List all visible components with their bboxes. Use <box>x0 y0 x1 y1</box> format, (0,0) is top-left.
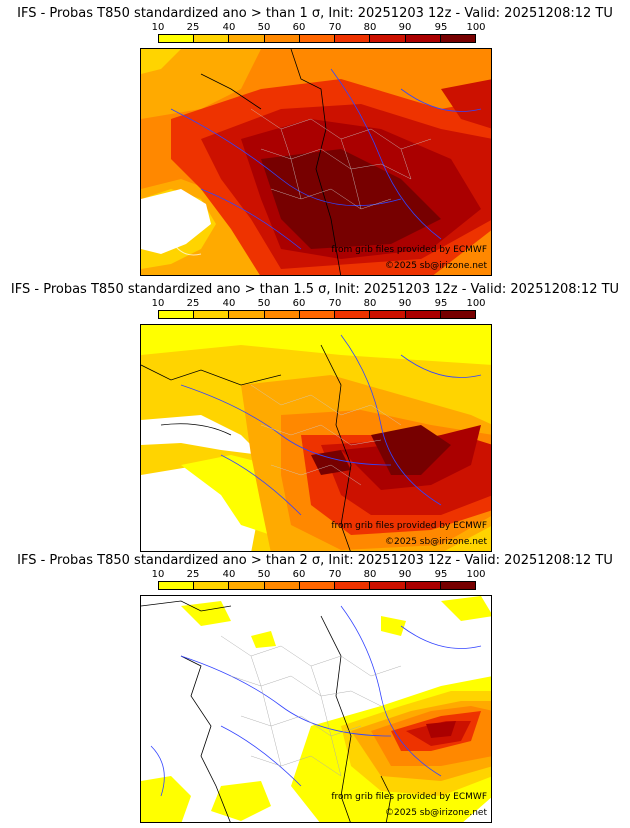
colorbar-swatch <box>299 582 336 589</box>
colorbar-tick: 80 <box>363 298 377 309</box>
credit-source: from grib files provided by ECMWF <box>331 521 487 531</box>
colorbar-tick: 80 <box>363 22 377 33</box>
colorbar <box>158 581 476 590</box>
colorbar-swatch <box>440 311 475 318</box>
colorbar-swatch <box>264 311 300 318</box>
colorbar-tick: 50 <box>257 22 271 33</box>
colorbar-swatch <box>370 311 406 318</box>
probability-map: from grib files provided by ECMWF ©2025 … <box>140 48 492 276</box>
colorbar-tick: 95 <box>434 298 448 309</box>
colorbar-swatch <box>405 582 441 589</box>
colorbar-swatch <box>194 582 230 589</box>
colorbar-tick: 70 <box>328 22 342 33</box>
colorbar-swatch <box>159 35 195 42</box>
colorbar-tick: 10 <box>151 22 165 33</box>
colorbar-tick: 50 <box>257 298 271 309</box>
colorbar-swatch <box>159 582 195 589</box>
colorbar-tick-labels: 10 25 40 50 60 70 80 90 95 100 <box>151 569 486 581</box>
colorbar-tick: 60 <box>292 298 306 309</box>
colorbar-swatch <box>264 35 300 42</box>
colorbar-tick: 95 <box>434 569 448 580</box>
map-field <box>141 325 491 551</box>
colorbar <box>158 34 476 43</box>
colorbar-tick: 10 <box>151 569 165 580</box>
colorbar-tick: 100 <box>466 569 486 580</box>
colorbar-tick: 90 <box>398 298 412 309</box>
colorbar-swatch <box>299 311 336 318</box>
colorbar-tick: 40 <box>222 22 236 33</box>
colorbar-tick: 25 <box>186 569 200 580</box>
colorbar-tick: 40 <box>222 569 236 580</box>
colorbar-tick: 80 <box>363 569 377 580</box>
colorbar-tick: 25 <box>186 22 200 33</box>
colorbar-tick: 10 <box>151 298 165 309</box>
credit-copyright: ©2025 sb@irizone.net <box>385 808 487 818</box>
colorbar-tick: 60 <box>292 22 306 33</box>
colorbar-tick: 70 <box>328 298 342 309</box>
credit-source: from grib files provided by ECMWF <box>331 245 487 255</box>
colorbar-swatch <box>229 35 265 42</box>
colorbar-tick: 70 <box>328 569 342 580</box>
probability-map: from grib files provided by ECMWF ©2025 … <box>140 324 492 552</box>
map-panel-1sigma: IFS - Probas T850 standardized ano > tha… <box>0 0 630 276</box>
colorbar-tick: 60 <box>292 569 306 580</box>
colorbar-swatch <box>370 582 406 589</box>
map-field <box>141 596 491 822</box>
map-panel-1.5sigma: IFS - Probas T850 standardized ano > tha… <box>0 276 630 552</box>
colorbar-tick-labels: 10 25 40 50 60 70 80 90 95 100 <box>151 298 486 310</box>
colorbar-tick: 95 <box>434 22 448 33</box>
colorbar-tick: 40 <box>222 298 236 309</box>
colorbar-tick: 90 <box>398 22 412 33</box>
colorbar-tick: 100 <box>466 22 486 33</box>
probability-map: from grib files provided by ECMWF ©2025 … <box>140 595 492 823</box>
colorbar-tick-labels: 10 25 40 50 60 70 80 90 95 100 <box>151 22 486 34</box>
credit-copyright: ©2025 sb@irizone.net <box>385 261 487 271</box>
colorbar-swatch <box>335 35 371 42</box>
colorbar-swatch <box>194 35 230 42</box>
colorbar-swatch <box>440 582 475 589</box>
colorbar-swatch <box>159 311 195 318</box>
colorbar-swatch <box>405 311 441 318</box>
colorbar-tick: 50 <box>257 569 271 580</box>
colorbar-swatch <box>229 311 265 318</box>
panel-title: IFS - Probas T850 standardized ano > tha… <box>17 6 613 21</box>
colorbar-swatch <box>229 582 265 589</box>
colorbar-swatch <box>335 311 371 318</box>
map-field <box>141 49 491 275</box>
panel-title: IFS - Probas T850 standardized ano > tha… <box>17 553 613 568</box>
colorbar-swatch <box>264 582 300 589</box>
credit-source: from grib files provided by ECMWF <box>331 792 487 802</box>
panel-title: IFS - Probas T850 standardized ano > tha… <box>10 282 620 297</box>
colorbar-swatch <box>194 311 230 318</box>
colorbar-swatch <box>405 35 441 42</box>
colorbar-tick: 25 <box>186 298 200 309</box>
map-panel-2sigma: IFS - Probas T850 standardized ano > tha… <box>0 547 630 823</box>
colorbar-tick: 100 <box>466 298 486 309</box>
colorbar-swatch <box>440 35 475 42</box>
colorbar-swatch <box>335 582 371 589</box>
credit-copyright: ©2025 sb@irizone.net <box>385 537 487 547</box>
colorbar-swatch <box>299 35 336 42</box>
colorbar <box>158 310 476 319</box>
colorbar-swatch <box>370 35 406 42</box>
colorbar-tick: 90 <box>398 569 412 580</box>
